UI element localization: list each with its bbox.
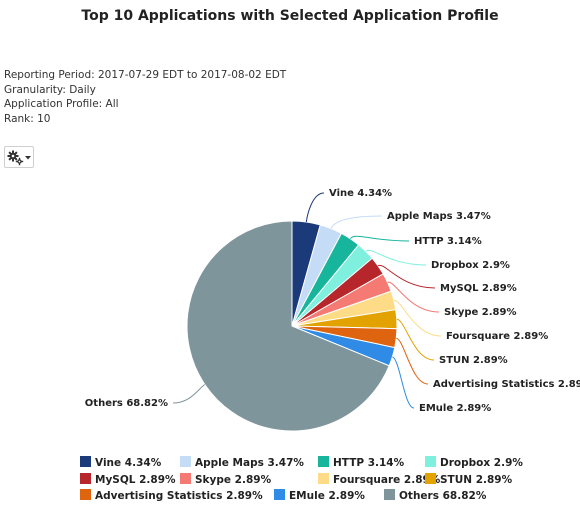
leader-line-skype [387,281,440,313]
leader-line-mysql [377,264,436,289]
legend-label-emule: EMule 2.89% [289,490,365,502]
legend-item-foursquare[interactable]: Foursquare 2.89% [318,473,441,486]
leader-line-emule [392,356,415,409]
rank: Rank: 10 [4,112,51,125]
legend-item-skype[interactable]: Skype 2.89% [180,473,272,486]
legend-item-apple-maps[interactable]: Apple Maps 3.47% [180,456,304,469]
legend-item-others[interactable]: Others 68.82% [384,489,487,502]
leader-line-foursquare [393,299,442,337]
legend-item-dropbox[interactable]: Dropbox 2.9% [425,456,523,469]
slice-label-apple-maps: Apple Maps 3.47% [387,211,491,222]
legend-label-http: HTTP 3.14% [333,457,405,469]
slice-labels: Vine 4.34% Apple Maps 3.47% HTTP 3.14% Drop… [85,188,580,414]
legend-item-stun[interactable]: STUN 2.89% [425,473,513,486]
legend-swatch-vine [80,456,91,467]
legend-item-mysql[interactable]: MySQL 2.89% [80,473,176,486]
slice-label-skype: Skype 2.89% [444,307,517,318]
slice-label-emule: EMule 2.89% [419,403,491,414]
legend-item-emule[interactable]: EMule 2.89% [274,489,365,502]
legend-item-vine[interactable]: Vine 4.34% [80,456,162,469]
page-title: Top 10 Applications with Selected Applic… [81,8,499,24]
slice-label-dropbox: Dropbox 2.9% [431,260,510,271]
label-leaders [172,192,442,409]
slice-label-vine: Vine 4.34% [329,188,392,199]
gear-icon [7,150,31,166]
legend-item-http[interactable]: HTTP 3.14% [318,456,405,469]
slice-label-http: HTTP 3.14% [414,236,482,247]
legend-label-foursquare: Foursquare 2.89% [333,474,441,486]
legend-label-vine: Vine 4.34% [95,457,162,469]
legend-swatch-mysql [80,473,91,484]
granularity: Granularity: Daily [4,83,96,96]
chevron-down-icon [25,156,31,160]
reporting-period: Reporting Period: 2017-07-29 EDT to 2017… [4,69,287,81]
application-profile: Application Profile: All [4,98,119,110]
legend-label-skype: Skype 2.89% [195,474,272,486]
leader-line-vine [305,192,325,223]
legend-swatch-dropbox [425,456,436,467]
leader-line-stun [396,318,435,361]
legend-label-dropbox: Dropbox 2.9% [440,457,523,469]
legend-swatch-others [384,489,395,500]
leader-line-others [172,384,206,404]
legend-label-stun: STUN 2.89% [440,474,513,486]
legend-swatch-stun [425,473,436,484]
legend-swatch-skype [180,473,191,484]
leader-line-advertising-statistics [396,337,429,385]
legend-label-advertising-statistics: Advertising Statistics 2.89% [95,490,263,502]
legend-item-advertising-statistics[interactable]: Advertising Statistics 2.89% [80,489,263,502]
slice-label-foursquare: Foursquare 2.89% [446,331,548,342]
legend-label-mysql: MySQL 2.89% [95,474,176,486]
leader-line-apple-maps [330,215,383,229]
leader-line-http [349,235,410,242]
legend-swatch-advertising-statistics [80,489,91,500]
legend-swatch-apple-maps [180,456,191,467]
report-meta: Reporting Period: 2017-07-29 EDT to 2017… [4,68,286,126]
chart-legend: Vine 4.34% Apple Maps 3.47% HTTP 3.14% Drop… [80,456,523,502]
slice-label-others: Others 68.82% [85,398,168,409]
slice-label-mysql: MySQL 2.89% [440,283,517,294]
legend-swatch-http [318,456,329,467]
settings-dropdown-button[interactable] [4,146,34,168]
pie-slices [186,220,398,432]
leader-line-dropbox [365,249,427,266]
legend-label-others: Others 68.82% [399,490,487,502]
legend-swatch-emule [274,489,285,500]
slice-label-stun: STUN 2.89% [439,355,508,366]
legend-swatch-foursquare [318,473,329,484]
slice-label-advertising-statistics: Advertising Statistics 2.89% [433,379,580,390]
legend-label-apple-maps: Apple Maps 3.47% [195,457,304,469]
pie-slice-others[interactable] [186,220,390,432]
